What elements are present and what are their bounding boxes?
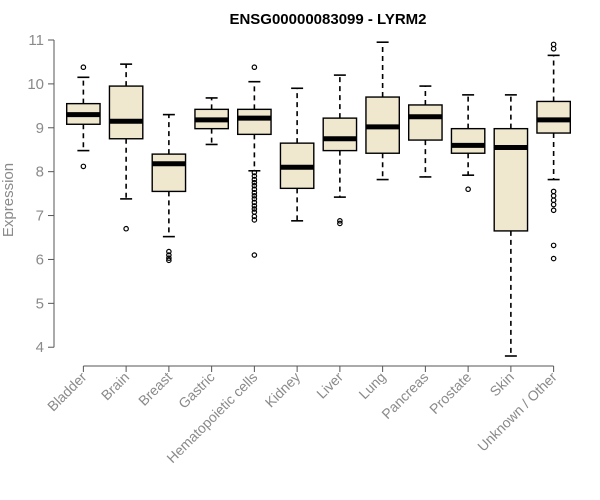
iqr-box bbox=[493, 127, 529, 232]
outlier-point bbox=[550, 188, 557, 195]
axes: 4 5 6 7 8 9 10 11 bbox=[27, 32, 555, 372]
box-bladder bbox=[66, 64, 101, 170]
outlier-point bbox=[550, 197, 557, 203]
outlier-point bbox=[251, 217, 258, 223]
box-pancreas bbox=[408, 85, 443, 178]
outlier-point bbox=[251, 213, 258, 220]
box-hematopoietic-cells bbox=[237, 64, 272, 258]
iqr-box bbox=[151, 153, 187, 193]
outlier-point bbox=[550, 242, 557, 249]
x-tick-label: Pancreas bbox=[378, 369, 431, 422]
x-tick-label: Liver bbox=[313, 369, 346, 402]
x-tick-label: Prostate bbox=[426, 369, 474, 417]
iqr-box bbox=[450, 127, 486, 154]
box-gastric bbox=[194, 97, 229, 146]
outlier-point bbox=[251, 64, 258, 71]
outlier-point bbox=[465, 186, 471, 193]
iqr-box bbox=[408, 104, 443, 141]
x-tick-label: Unknown / Other bbox=[474, 369, 560, 455]
x-tick-label: Lung bbox=[355, 369, 388, 402]
outlier-point bbox=[550, 193, 557, 199]
outlier-point bbox=[550, 41, 557, 48]
x-tick-label: Breast bbox=[135, 369, 175, 409]
iqr-box bbox=[536, 100, 571, 134]
outlier-point bbox=[166, 257, 172, 264]
iqr-box bbox=[108, 85, 144, 140]
iqr-box bbox=[237, 108, 272, 136]
iqr-box bbox=[322, 117, 358, 152]
outlier-point bbox=[166, 248, 172, 255]
x-tick-label: Kidney bbox=[262, 369, 304, 411]
outlier-point bbox=[337, 220, 343, 227]
outlier-point bbox=[123, 225, 129, 232]
outlier-point bbox=[251, 203, 258, 209]
outlier-point bbox=[550, 255, 557, 262]
y-tick-label: 11 bbox=[28, 32, 44, 49]
outlier-point bbox=[166, 252, 172, 258]
outlier-point bbox=[337, 218, 343, 224]
y-tick-label: 6 bbox=[36, 251, 44, 268]
y-tick-label: 5 bbox=[36, 295, 44, 312]
outlier-point bbox=[251, 186, 258, 193]
outlier-point bbox=[251, 209, 258, 215]
outlier-point bbox=[251, 252, 258, 258]
chart-title: ENSG00000083099 - LYRM2 bbox=[229, 11, 426, 28]
y-tick-label: 9 bbox=[36, 120, 44, 137]
outlier-point bbox=[251, 179, 258, 186]
outlier-point bbox=[80, 64, 87, 71]
outlier-point bbox=[550, 201, 557, 208]
outlier-point bbox=[251, 206, 258, 212]
outlier-point bbox=[251, 176, 258, 183]
outlier-point bbox=[251, 193, 258, 199]
x-tick-label: Gastric bbox=[175, 369, 218, 412]
plot-area bbox=[66, 41, 571, 357]
box-prostate bbox=[450, 94, 486, 193]
outlier-point bbox=[251, 199, 258, 206]
y-tick-label: 8 bbox=[36, 164, 44, 181]
outlier-point bbox=[80, 163, 87, 170]
box-unknown-other bbox=[536, 41, 571, 262]
box-brain bbox=[108, 63, 144, 232]
y-tick-label: 10 bbox=[27, 76, 44, 93]
box-breast bbox=[151, 113, 187, 264]
outlier-point bbox=[251, 169, 258, 176]
outlier-point bbox=[550, 207, 557, 214]
outlier-point bbox=[251, 196, 258, 202]
y-tick-label: 4 bbox=[36, 339, 44, 356]
y-tick-label: 7 bbox=[36, 208, 44, 225]
x-tick-label: Skin bbox=[486, 369, 517, 400]
outlier-point bbox=[251, 189, 258, 196]
box-liver bbox=[322, 74, 358, 227]
outlier-point bbox=[251, 173, 258, 179]
outlier-point bbox=[166, 255, 172, 261]
x-tick-label: Bladder bbox=[44, 369, 90, 415]
x-tick-label: Brain bbox=[98, 369, 132, 403]
box-kidney bbox=[279, 87, 315, 222]
y-axis-label: Expression bbox=[0, 163, 17, 237]
box-skin bbox=[493, 94, 529, 357]
box-lung bbox=[365, 41, 400, 181]
outlier-point bbox=[550, 45, 557, 52]
outlier-point bbox=[251, 182, 258, 189]
